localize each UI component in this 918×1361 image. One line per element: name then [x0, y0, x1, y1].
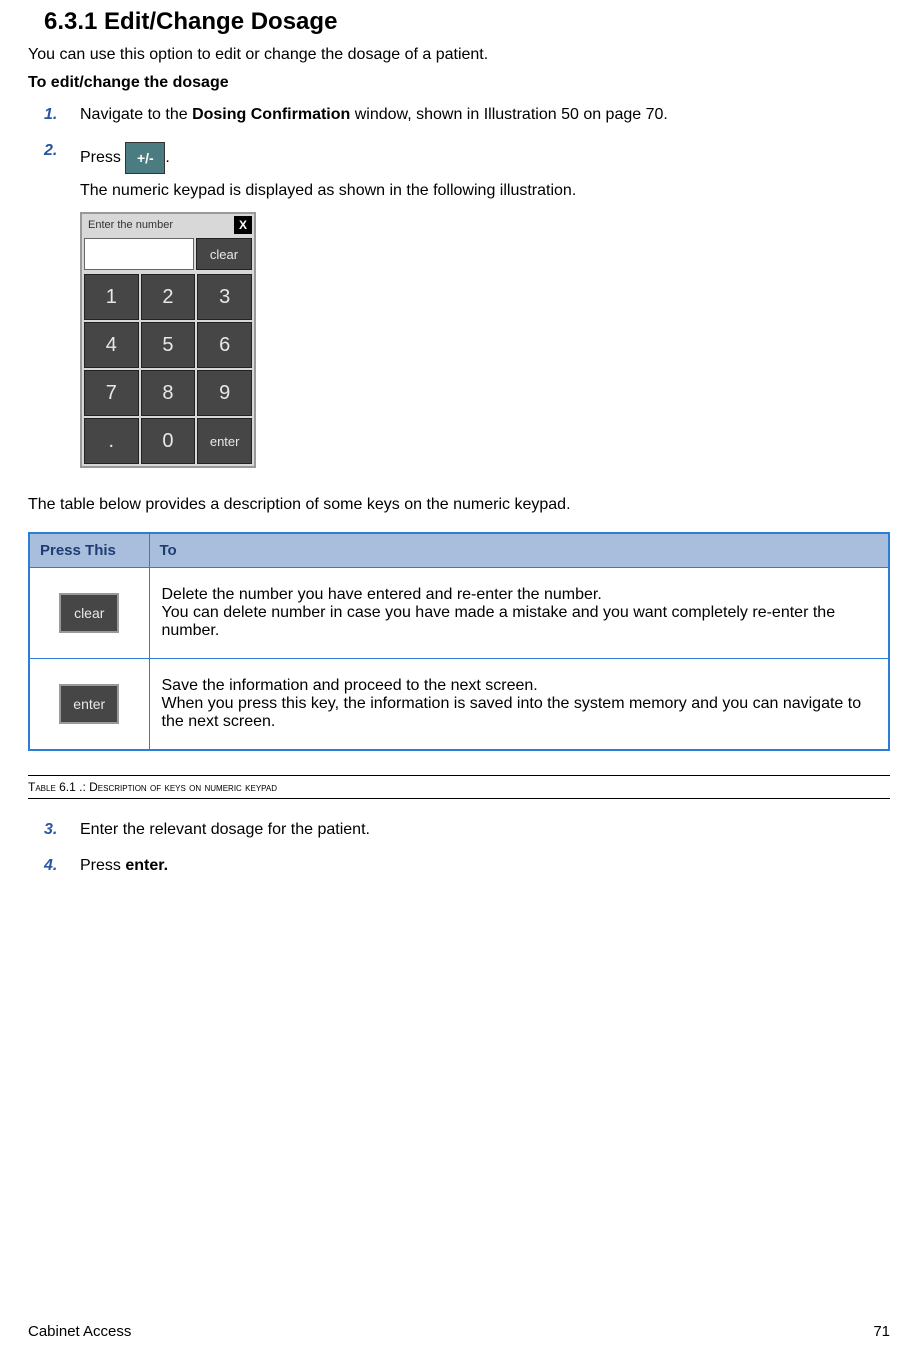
keypad-key-9[interactable]: 9: [197, 370, 252, 416]
keypad-key-4[interactable]: 4: [84, 322, 139, 368]
keypad-key-7[interactable]: 7: [84, 370, 139, 416]
step-text: Press: [80, 857, 125, 874]
table-cell-text: When you press this key, the information…: [162, 695, 862, 730]
step-number: 2.: [44, 142, 80, 486]
step-number: 1.: [44, 106, 80, 132]
step-3: 3. Enter the relevant dosage for the pat…: [44, 821, 890, 847]
keypad-enter-button[interactable]: enter: [197, 418, 252, 464]
step-number: 3.: [44, 821, 80, 847]
table-caption: Table 6.1 .: Description of keys on nume…: [28, 775, 890, 799]
table-intro: The table below provides a description o…: [28, 496, 890, 514]
clear-key-icon: clear: [59, 593, 119, 633]
keypad-clear-button[interactable]: clear: [196, 238, 252, 270]
table-header: Press This: [29, 533, 149, 568]
caption-text: Description of keys on numeric keypad: [89, 780, 277, 794]
keypad-key-6[interactable]: 6: [197, 322, 252, 368]
step-text: Enter the relevant dosage for the patien…: [80, 821, 890, 839]
page-footer: Cabinet Access 71: [28, 1323, 890, 1340]
close-icon[interactable]: X: [234, 216, 252, 234]
keypad-key-3[interactable]: 3: [197, 274, 252, 320]
step-number: 4.: [44, 857, 80, 883]
table-row: clear Delete the number you have entered…: [29, 568, 889, 659]
step-text: Navigate to the: [80, 106, 192, 123]
step-text: window, shown in Illustration 50 on page…: [350, 106, 668, 123]
step-2: 2. Press +/-. The numeric keypad is disp…: [44, 142, 890, 486]
keypad-key-2[interactable]: 2: [141, 274, 196, 320]
step-text: .: [165, 149, 169, 166]
step-followup: The numeric keypad is displayed as shown…: [80, 182, 890, 200]
table-row: enter Save the information and proceed t…: [29, 659, 889, 751]
enter-key-icon: enter: [59, 684, 119, 724]
step-bold: enter.: [125, 857, 168, 874]
keypad-input[interactable]: [84, 238, 194, 270]
keypad-key-0[interactable]: 0: [141, 418, 196, 464]
keypad-title: Enter the number: [82, 219, 234, 231]
keypad-key-1[interactable]: 1: [84, 274, 139, 320]
keypad-key-5[interactable]: 5: [141, 322, 196, 368]
keypad-key-dot[interactable]: .: [84, 418, 139, 464]
table-header: To: [149, 533, 889, 568]
step-bold: Dosing Confirmation: [192, 106, 350, 123]
step-1: 1. Navigate to the Dosing Confirmation w…: [44, 106, 890, 132]
caption-prefix: Table 6.1 .:: [28, 780, 89, 794]
key-description-table: Press This To clear Delete the number yo…: [28, 532, 890, 751]
table-cell-text: Save the information and proceed to the …: [162, 677, 538, 694]
footer-page-number: 71: [873, 1323, 890, 1340]
table-cell-text: Delete the number you have entered and r…: [162, 586, 602, 603]
procedure-heading: To edit/change the dosage: [28, 74, 890, 92]
footer-left: Cabinet Access: [28, 1323, 131, 1340]
keypad-key-8[interactable]: 8: [141, 370, 196, 416]
step-4: 4. Press enter.: [44, 857, 890, 883]
table-cell-text: You can delete number in case you have m…: [162, 604, 836, 639]
step-text: Press: [80, 149, 125, 166]
section-heading: 6.3.1 Edit/Change Dosage: [28, 8, 890, 36]
intro-text: You can use this option to edit or chang…: [28, 46, 890, 64]
numeric-keypad: Enter the number X clear 1 2 3 4 5 6: [80, 212, 256, 468]
plus-minus-icon: +/-: [125, 142, 165, 174]
